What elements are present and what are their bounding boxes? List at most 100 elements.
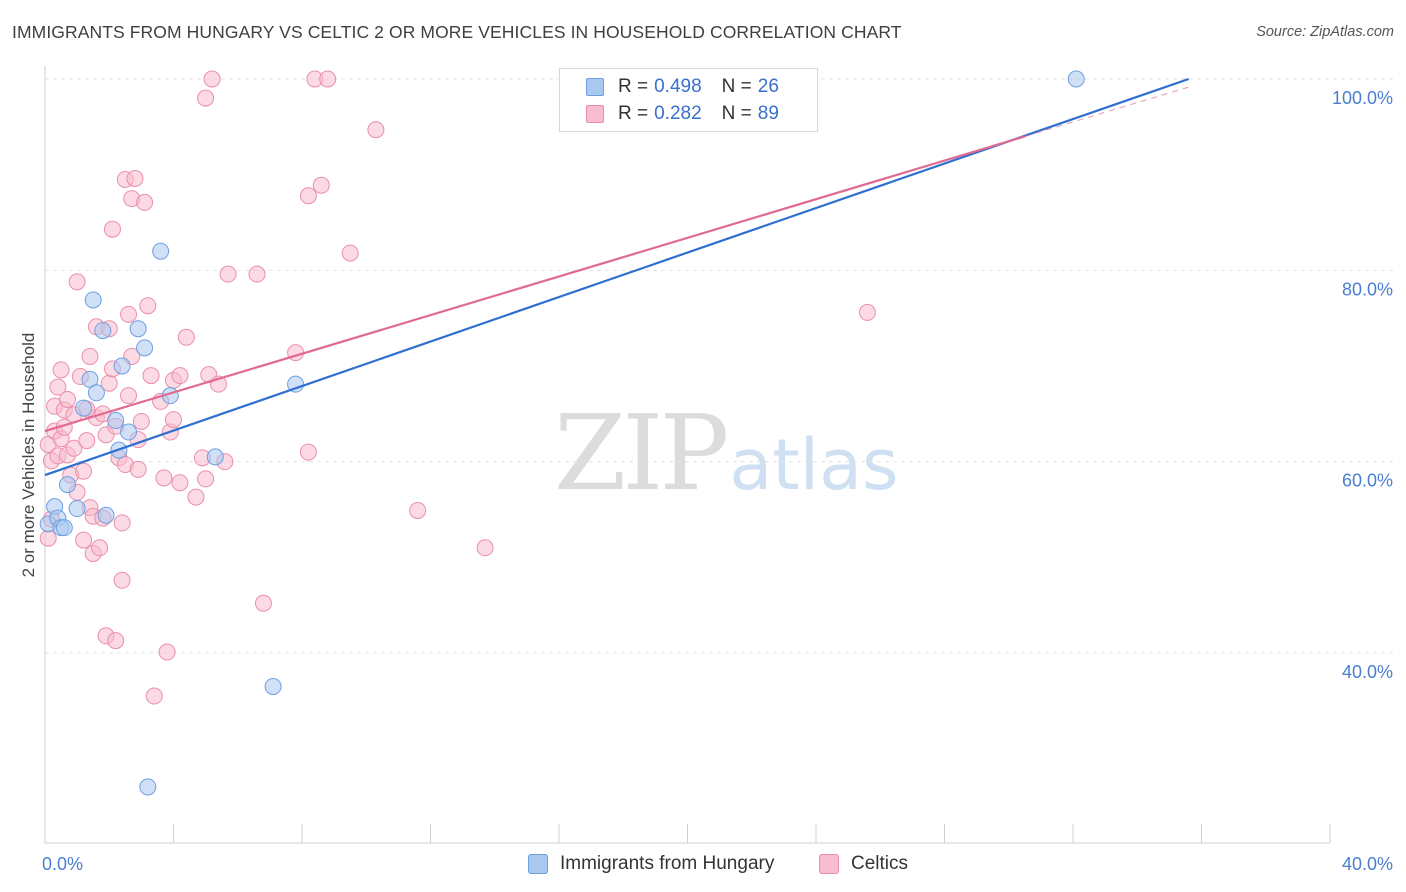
celtics-point bbox=[107, 632, 125, 650]
hungary-point bbox=[139, 778, 157, 796]
hungary-point bbox=[87, 384, 105, 402]
celtics-trend-line bbox=[44, 135, 1026, 433]
y-tick-label: 100.0% bbox=[1332, 88, 1393, 108]
hungary-point bbox=[287, 375, 305, 393]
celtics-point bbox=[171, 474, 189, 492]
celtics-point bbox=[197, 470, 215, 488]
y-tick-label: 40.0% bbox=[1342, 662, 1393, 682]
hungary-point bbox=[152, 242, 170, 260]
celtics-point bbox=[78, 432, 96, 450]
hungary-point bbox=[264, 677, 282, 695]
celtics-point bbox=[120, 387, 138, 405]
y-tick-label: 60.0% bbox=[1342, 471, 1393, 491]
celtics-point bbox=[165, 411, 182, 429]
watermark: ZIPatlas bbox=[554, 392, 898, 514]
legend-row-celtics: R = 0.282 N = 89 bbox=[586, 102, 779, 126]
hungary-point bbox=[136, 339, 154, 357]
hungary-point bbox=[58, 476, 76, 494]
x-tick-label: 40.0% bbox=[1342, 854, 1393, 874]
legend-box: R = 0.498 N = 26 R = 0.282 N = 89 bbox=[559, 68, 818, 132]
celtics-point bbox=[367, 121, 385, 139]
hungary-point bbox=[1067, 70, 1085, 88]
hungary-point bbox=[84, 291, 102, 309]
legend-row-hungary: R = 0.498 N = 26 bbox=[586, 75, 779, 99]
celtics-point bbox=[39, 529, 57, 547]
bottom-legend-celtics: Celtics bbox=[819, 852, 908, 876]
celtics-point bbox=[158, 643, 176, 661]
legend-r-value: 0.498 bbox=[654, 76, 702, 97]
celtics-point bbox=[341, 244, 359, 262]
label-layer: 100.0% 80.0% 60.0% 40.0% 0.0% 40.0% 2 or more … bbox=[19, 88, 1393, 874]
x-tick-label: 0.0% bbox=[42, 854, 83, 874]
legend-n-value: 26 bbox=[757, 76, 779, 97]
legend-r-label: R = bbox=[618, 103, 649, 124]
hungary-point bbox=[94, 322, 112, 340]
celtics-point bbox=[197, 89, 215, 107]
celtics-point bbox=[155, 469, 173, 487]
celtics-point bbox=[103, 220, 121, 238]
y-tick-label: 80.0% bbox=[1342, 279, 1393, 299]
hungary-point bbox=[55, 519, 73, 537]
celtics-point bbox=[52, 361, 70, 379]
celtics-point bbox=[319, 70, 337, 88]
watermark-zip: ZIP bbox=[554, 392, 729, 514]
celtics-point bbox=[81, 347, 99, 365]
celtics-point bbox=[248, 265, 266, 283]
celtics-point bbox=[75, 531, 93, 549]
celtics-point bbox=[58, 390, 76, 408]
trend-layer bbox=[44, 77, 1190, 477]
bottom-legend-swatch-pink bbox=[819, 854, 839, 874]
legend-n-label: N = bbox=[721, 103, 752, 124]
celtics-point bbox=[120, 305, 138, 323]
hungary-points bbox=[39, 70, 1085, 796]
celtics-point bbox=[113, 571, 131, 589]
hungary-point bbox=[120, 423, 138, 441]
hungary-point bbox=[75, 399, 93, 417]
legend-n-value: 89 bbox=[757, 103, 779, 124]
celtics-points bbox=[39, 70, 876, 705]
bottom-legend-label-celtics: Celtics bbox=[851, 853, 909, 874]
celtics-point bbox=[136, 193, 154, 211]
legend-n-label: N = bbox=[721, 76, 752, 97]
hungary-point bbox=[113, 357, 131, 375]
watermark-atlas: atlas bbox=[729, 424, 899, 506]
celtics-point bbox=[219, 265, 237, 283]
y-axis-title: 2 or more Vehicles in Household bbox=[19, 333, 38, 578]
chart-title: IMMIGRANTS FROM HUNGARY VS CELTIC 2 OR M… bbox=[12, 22, 902, 42]
celtics-point bbox=[312, 176, 330, 194]
celtics-point bbox=[299, 187, 317, 205]
legend-r-label: R = bbox=[618, 76, 649, 97]
hungary-point bbox=[107, 412, 125, 430]
celtics-point bbox=[299, 443, 317, 461]
celtics-point bbox=[91, 539, 109, 557]
hungary-point bbox=[129, 320, 147, 338]
celtics-point bbox=[129, 460, 147, 478]
celtics-point bbox=[113, 514, 131, 532]
celtics-point bbox=[139, 297, 157, 315]
celtics-point bbox=[65, 439, 83, 457]
celtics-point bbox=[132, 412, 150, 430]
celtics-point bbox=[171, 367, 189, 385]
hungary-point bbox=[206, 448, 224, 466]
bottom-legend-swatch-blue bbox=[528, 854, 548, 874]
celtics-point bbox=[126, 169, 144, 187]
celtics-point bbox=[476, 539, 494, 557]
celtics-point bbox=[203, 70, 221, 88]
source-credit: Source: ZipAtlas.com bbox=[1256, 24, 1394, 40]
celtics-point bbox=[858, 303, 876, 321]
celtics-point bbox=[145, 687, 163, 705]
celtics-point bbox=[409, 501, 427, 519]
hungary-point bbox=[97, 506, 115, 524]
bottom-legend-label-hungary: Immigrants from Hungary bbox=[560, 853, 775, 874]
legend-r-value: 0.282 bbox=[654, 103, 702, 124]
celtics-point bbox=[254, 594, 272, 612]
legend-swatch-pink bbox=[586, 105, 604, 123]
grid-layer bbox=[45, 78, 1394, 654]
legend-swatch-blue bbox=[586, 78, 604, 96]
bottom-legend-hungary: Immigrants from Hungary bbox=[528, 852, 774, 876]
axis-layer bbox=[44, 66, 1331, 844]
celtics-point bbox=[177, 328, 195, 346]
celtics-point bbox=[68, 273, 86, 291]
hungary-point bbox=[68, 500, 86, 518]
